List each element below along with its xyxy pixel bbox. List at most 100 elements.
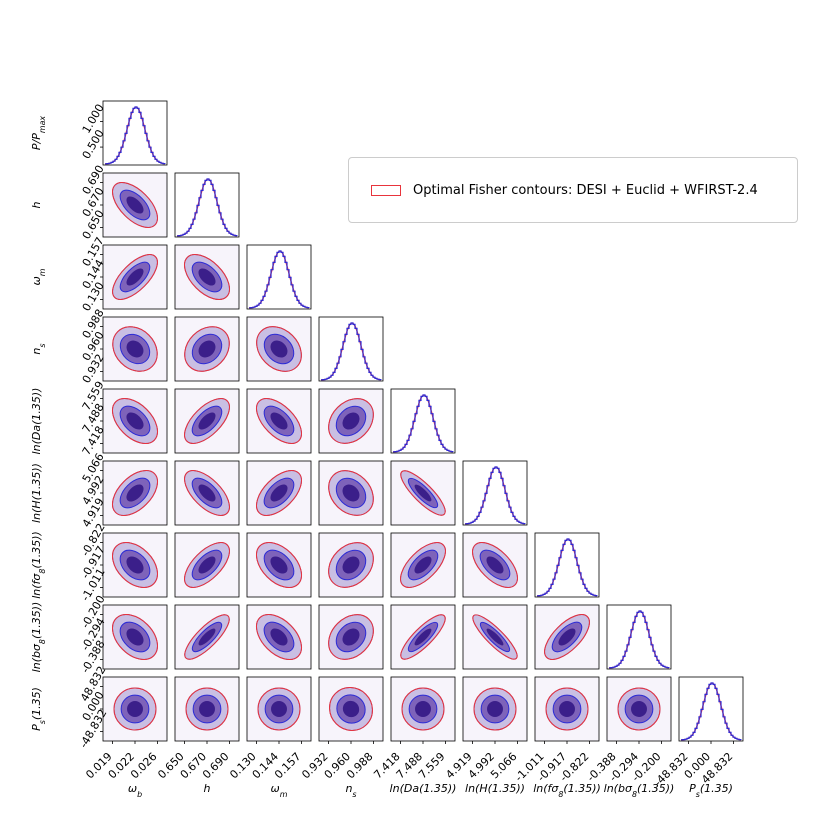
panel-frame xyxy=(390,388,456,454)
contour-fill-3 xyxy=(486,628,504,646)
posterior-histogram-line xyxy=(105,106,166,165)
contour-inner xyxy=(335,549,367,581)
panel-lnbs8-omega_m xyxy=(246,604,312,670)
optimal-contour-outer xyxy=(112,398,158,444)
contour-inner xyxy=(551,621,583,653)
panel-lnbs8-h xyxy=(174,604,240,670)
optimal-contour-outer xyxy=(112,542,158,588)
contour-fill-3 xyxy=(342,628,360,646)
contour-fill-3 xyxy=(270,340,288,358)
optimal-contour-outer xyxy=(257,687,301,731)
contour-fill-3 xyxy=(270,628,288,646)
contour-inner xyxy=(408,694,438,724)
contour-inner xyxy=(335,477,367,509)
posterior-histogram-line xyxy=(681,682,742,741)
contour-fill-3 xyxy=(342,700,360,718)
optimal-contour-outer xyxy=(328,398,374,444)
contour-inner xyxy=(263,333,295,365)
panel-lnbs8-omega_b xyxy=(102,604,168,670)
panel-frame xyxy=(102,100,168,166)
y-axis-label-lnfs8: ln(fσ8(1.35)) xyxy=(30,531,47,599)
contour-inner xyxy=(119,261,151,293)
panel-lnbs8-lnDa xyxy=(390,604,456,670)
contour-inner xyxy=(119,333,151,365)
panel-lnfs8-lnDa xyxy=(390,532,456,598)
optimal-contour-outer xyxy=(256,614,302,660)
contour-fill-3 xyxy=(415,701,431,717)
x-axis-label-Ps: Ps(1.35) xyxy=(689,782,733,799)
contour-inner xyxy=(191,477,223,509)
x-tick-label: 0.988 xyxy=(344,750,375,781)
contour-inner xyxy=(119,477,151,509)
optimal-contour-outer xyxy=(328,542,374,588)
legend: Optimal Fisher contours: DESI + Euclid +… xyxy=(348,157,798,223)
panel-lnfs8-lnfs8 xyxy=(534,532,600,598)
optimal-contour-outer xyxy=(184,542,230,588)
panel-lnH-omega_b xyxy=(102,460,168,526)
posterior-histogram-line xyxy=(609,610,670,669)
optimal-contour-outer xyxy=(400,614,446,660)
panel-frame xyxy=(606,604,672,670)
contour-inner xyxy=(263,621,295,653)
contour-inner xyxy=(335,621,367,653)
panel-lnH-lnH xyxy=(462,460,528,526)
optimal-contour-outer xyxy=(544,614,590,660)
optimal-contour-outer xyxy=(112,614,158,660)
x-tick-label: 7.559 xyxy=(416,750,447,781)
panel-lnbs8-lnH xyxy=(462,604,528,670)
panel-lnbs8-n_s xyxy=(318,604,384,670)
panel-Ps-Ps xyxy=(678,676,744,742)
contour-inner xyxy=(336,694,366,724)
panel-lnH-h xyxy=(174,460,240,526)
panel-Ps-omega_m xyxy=(246,676,312,742)
panel-n_s-omega_b xyxy=(102,316,168,382)
contour-fill-3 xyxy=(271,701,287,717)
contour-inner xyxy=(191,261,223,293)
contour-inner xyxy=(407,549,439,581)
contour-fill-3 xyxy=(342,556,360,574)
optimal-contour-outer xyxy=(184,398,230,444)
legend-swatch-icon xyxy=(371,184,401,196)
panel-lnDa-lnDa xyxy=(390,388,456,454)
x-axis-label-omega_m: ωm xyxy=(271,782,288,799)
panel-Ps-lnfs8 xyxy=(534,676,600,742)
contour-fill-3 xyxy=(198,268,216,286)
panel-lnbs8-lnfs8 xyxy=(534,604,600,670)
contour-fill-3 xyxy=(126,412,144,430)
contour-fill-3 xyxy=(414,484,432,502)
contour-inner xyxy=(191,405,223,437)
optimal-contour-outer xyxy=(185,687,229,731)
contour-fill-3 xyxy=(198,556,216,574)
contour-fill-3 xyxy=(486,556,504,574)
contour-inner xyxy=(263,549,295,581)
panel-n_s-omega_m xyxy=(246,316,312,382)
panel-lnfs8-h xyxy=(174,532,240,598)
contour-fill-3 xyxy=(126,628,144,646)
contour-fill-3 xyxy=(126,196,144,214)
optimal-contour-outer xyxy=(112,326,158,372)
contour-inner xyxy=(119,405,151,437)
contour-inner xyxy=(119,621,151,653)
optimal-contour-outer xyxy=(472,614,518,660)
x-axis-label-lnDa: ln(Da(1.35)) xyxy=(390,782,457,795)
contour-inner xyxy=(480,694,510,724)
panel-lnH-lnDa xyxy=(390,460,456,526)
optimal-contour-outer xyxy=(617,687,661,731)
contour-fill-3 xyxy=(558,628,576,646)
contour-fill-3 xyxy=(198,412,216,430)
panel-frame xyxy=(318,316,384,382)
panel-lnfs8-omega_b xyxy=(102,532,168,598)
posterior-histogram-line xyxy=(177,178,238,237)
contour-inner xyxy=(624,694,654,724)
panel-n_s-h xyxy=(174,316,240,382)
y-axis-label-lnbs8: ln(bσ8(1.35)) xyxy=(30,602,47,673)
contour-fill-3 xyxy=(342,484,360,502)
contour-fill-3 xyxy=(342,412,360,430)
panel-lnDa-h xyxy=(174,388,240,454)
x-tick-label: 0.026 xyxy=(128,750,159,781)
panel-lnfs8-lnH xyxy=(462,532,528,598)
x-axis-label-lnH: ln(H(1.35)) xyxy=(465,782,525,795)
optimal-contour-outer xyxy=(184,614,230,660)
contour-inner xyxy=(263,477,295,509)
optimal-contour-outer xyxy=(328,614,374,660)
